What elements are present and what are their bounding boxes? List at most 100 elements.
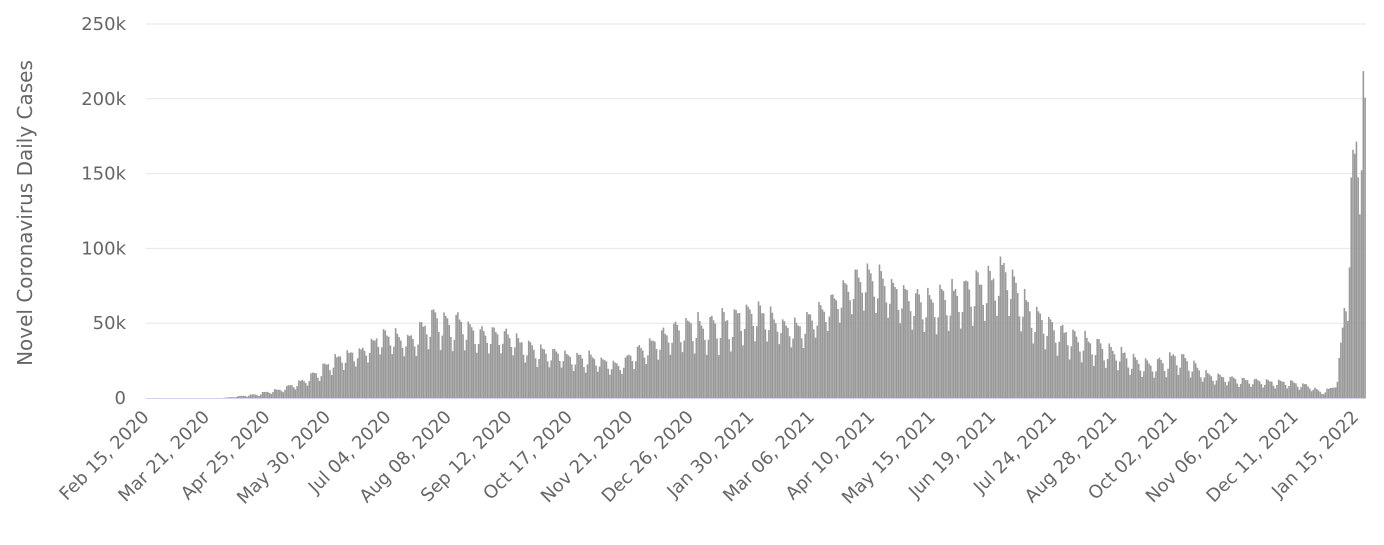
daily-case-bar[interactable]	[921, 319, 924, 398]
daily-case-bar[interactable]	[909, 311, 912, 398]
daily-case-bar[interactable]	[726, 320, 729, 398]
daily-case-bar[interactable]	[735, 310, 737, 398]
daily-case-bar[interactable]	[410, 335, 412, 398]
daily-case-bar[interactable]	[731, 336, 734, 398]
daily-case-bar[interactable]	[277, 389, 279, 398]
daily-case-bar[interactable]	[289, 385, 292, 398]
daily-case-bar[interactable]	[733, 309, 736, 398]
daily-case-bar[interactable]	[419, 322, 421, 398]
daily-case-bar[interactable]	[1162, 363, 1164, 398]
daily-case-bar[interactable]	[849, 300, 851, 398]
daily-case-bar[interactable]	[1198, 370, 1200, 398]
daily-case-bar[interactable]	[1058, 341, 1060, 398]
daily-case-bar[interactable]	[1067, 345, 1069, 398]
daily-case-bar[interactable]	[439, 350, 442, 398]
daily-case-bar[interactable]	[806, 311, 808, 398]
daily-case-bar[interactable]	[633, 369, 635, 398]
daily-case-bar[interactable]	[923, 331, 926, 398]
daily-case-bar[interactable]	[398, 337, 400, 398]
daily-case-bar[interactable]	[887, 317, 889, 398]
daily-case-bar[interactable]	[486, 342, 489, 398]
daily-case-bar[interactable]	[460, 321, 463, 398]
daily-case-bar[interactable]	[847, 291, 850, 398]
daily-case-bar[interactable]	[1132, 353, 1135, 398]
daily-case-bar[interactable]	[512, 355, 514, 398]
daily-case-bar[interactable]	[534, 358, 537, 398]
daily-case-bar[interactable]	[676, 324, 679, 398]
daily-case-bar[interactable]	[508, 338, 511, 398]
daily-case-bar[interactable]	[1163, 370, 1166, 398]
daily-case-bar[interactable]	[1229, 376, 1232, 398]
daily-case-bar[interactable]	[408, 336, 411, 398]
daily-case-bar[interactable]	[600, 357, 603, 398]
daily-case-bar[interactable]	[429, 336, 431, 398]
daily-case-bar[interactable]	[956, 295, 959, 398]
daily-case-bar[interactable]	[999, 256, 1002, 398]
daily-case-bar[interactable]	[704, 339, 706, 398]
daily-case-bar[interactable]	[690, 323, 692, 398]
daily-case-bar[interactable]	[263, 391, 266, 398]
daily-case-bar[interactable]	[1251, 384, 1254, 398]
daily-case-bar[interactable]	[472, 330, 475, 398]
daily-case-bar[interactable]	[1215, 380, 1218, 398]
daily-case-bar[interactable]	[555, 351, 558, 398]
daily-case-bar[interactable]	[1061, 324, 1064, 398]
daily-case-bar[interactable]	[533, 349, 535, 398]
daily-case-bar[interactable]	[382, 329, 385, 398]
daily-case-bar[interactable]	[972, 325, 974, 398]
daily-case-bar[interactable]	[1124, 352, 1126, 398]
daily-case-bar[interactable]	[648, 338, 651, 398]
daily-case-bar[interactable]	[707, 339, 710, 398]
daily-case-bar[interactable]	[367, 362, 369, 398]
daily-case-bar[interactable]	[904, 289, 907, 398]
daily-case-bar[interactable]	[256, 395, 259, 398]
daily-case-bar[interactable]	[963, 281, 965, 398]
daily-case-bar[interactable]	[1272, 385, 1275, 398]
daily-case-bar[interactable]	[1108, 343, 1111, 398]
daily-case-bar[interactable]	[721, 308, 724, 398]
daily-case-bar[interactable]	[1227, 381, 1230, 398]
daily-case-bar[interactable]	[362, 347, 364, 398]
daily-case-bar[interactable]	[1039, 313, 1041, 398]
daily-case-bar[interactable]	[427, 349, 430, 398]
daily-case-bar[interactable]	[991, 280, 993, 398]
daily-case-bar[interactable]	[1274, 388, 1276, 398]
daily-case-bar[interactable]	[1075, 336, 1078, 398]
daily-case-bar[interactable]	[1025, 300, 1028, 398]
daily-case-bar[interactable]	[1310, 391, 1313, 398]
daily-case-bar[interactable]	[443, 312, 445, 398]
daily-case-bar[interactable]	[393, 346, 395, 398]
daily-case-bar[interactable]	[857, 277, 860, 398]
daily-case-bar[interactable]	[396, 333, 399, 398]
daily-case-bar[interactable]	[837, 308, 839, 398]
daily-case-bar[interactable]	[1084, 330, 1086, 398]
daily-case-bar[interactable]	[448, 324, 450, 398]
daily-case-bar[interactable]	[1212, 380, 1214, 398]
daily-case-bar[interactable]	[310, 373, 312, 398]
daily-case-bar[interactable]	[1336, 381, 1339, 398]
daily-case-bar[interactable]	[626, 355, 628, 398]
daily-case-bar[interactable]	[557, 353, 559, 398]
daily-case-bar[interactable]	[1253, 379, 1256, 398]
daily-case-bar[interactable]	[1029, 311, 1031, 398]
daily-case-bar[interactable]	[403, 356, 406, 398]
daily-case-bar[interactable]	[622, 367, 625, 398]
daily-case-bar[interactable]	[1165, 377, 1168, 398]
daily-case-bar[interactable]	[465, 339, 468, 398]
daily-case-bar[interactable]	[795, 322, 798, 398]
daily-case-bar[interactable]	[571, 364, 573, 398]
daily-case-bar[interactable]	[966, 281, 969, 398]
daily-case-bar[interactable]	[1219, 374, 1221, 398]
daily-case-bar[interactable]	[285, 386, 288, 398]
daily-case-bar[interactable]	[564, 350, 566, 398]
daily-case-bar[interactable]	[918, 294, 921, 398]
daily-case-bar[interactable]	[830, 294, 832, 398]
daily-case-bar[interactable]	[617, 365, 620, 398]
daily-case-bar[interactable]	[446, 318, 449, 398]
daily-case-bar[interactable]	[1210, 376, 1213, 398]
daily-case-bar[interactable]	[968, 289, 971, 398]
daily-case-bar[interactable]	[325, 364, 328, 398]
daily-case-bar[interactable]	[234, 397, 236, 398]
daily-case-bar[interactable]	[947, 330, 950, 398]
daily-case-bar[interactable]	[593, 359, 596, 398]
